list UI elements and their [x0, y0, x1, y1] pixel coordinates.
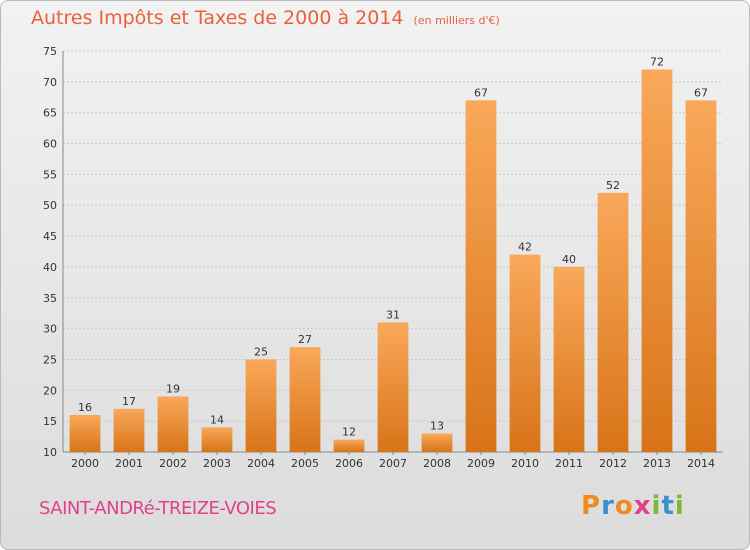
bar	[377, 322, 409, 452]
data-label: 13	[430, 419, 444, 432]
y-tick-label: 60	[43, 138, 57, 151]
chart-subtitle: (en milliers d'€)	[413, 14, 500, 27]
data-label: 42	[518, 241, 532, 254]
y-tick-label: 45	[43, 230, 57, 243]
data-label: 40	[562, 253, 576, 266]
logo-letter: r	[601, 491, 615, 521]
y-tick-label: 35	[43, 292, 57, 305]
data-label: 12	[342, 426, 356, 439]
data-label: 17	[122, 395, 136, 408]
bar	[597, 192, 629, 452]
y-tick-label: 65	[43, 107, 57, 120]
x-tick-label: 2006	[335, 457, 363, 470]
bar	[465, 100, 497, 452]
commune-name: SAINT-ANDRé-TREIZE-VOIES	[39, 498, 277, 519]
data-label: 52	[606, 179, 620, 192]
axes: 10 15 20 25 30 35 40 45 50 55 60 65 70 75 2000 2001 2002…	[43, 45, 723, 470]
data-label: 67	[694, 86, 708, 99]
bars	[69, 69, 717, 452]
y-tick-label: 70	[43, 76, 57, 89]
logo-letter: i	[674, 491, 685, 521]
logo-letter: o	[614, 491, 634, 521]
proxiti-logo: Proxiti	[581, 491, 685, 521]
chart-title: Autres Impôts et Taxes de 2000 à 2014 (e…	[31, 7, 500, 29]
y-tick-label: 50	[43, 199, 57, 212]
logo-letter: t	[661, 491, 675, 521]
x-tick-label: 2010	[511, 457, 539, 470]
y-tick-label: 25	[43, 353, 57, 366]
y-tick-label: 10	[43, 446, 57, 459]
logo-letter: x	[633, 491, 652, 521]
bar	[333, 439, 365, 452]
data-label: 31	[386, 308, 400, 321]
bar	[509, 254, 541, 452]
x-tick-label: 2013	[643, 457, 671, 470]
bar	[157, 396, 189, 452]
x-tick-label: 2014	[687, 457, 715, 470]
data-label: 19	[166, 382, 180, 395]
x-tick-label: 2003	[203, 457, 231, 470]
x-tick-label: 2008	[423, 457, 451, 470]
y-tick-label: 55	[43, 168, 57, 181]
logo-letter: P	[581, 491, 602, 521]
y-tick-label: 75	[43, 45, 57, 58]
y-tick-label: 15	[43, 415, 57, 428]
data-label: 14	[210, 413, 224, 426]
data-labels: 16 17 19 14 25 27 12 31 13 67 42 40 52 72 67	[78, 56, 708, 439]
x-tick-label: 2004	[247, 457, 275, 470]
chart-title-text: Autres Impôts et Taxes de 2000 à 2014	[31, 7, 404, 29]
bar	[289, 347, 321, 452]
x-tick-label: 2007	[379, 457, 407, 470]
x-tick-label: 2002	[159, 457, 187, 470]
x-tick-label: 2011	[555, 457, 583, 470]
bar	[421, 433, 453, 452]
logo-letter: i	[651, 491, 662, 521]
data-label: 16	[78, 401, 92, 414]
x-tick-label: 2001	[115, 457, 143, 470]
y-tick-label: 30	[43, 323, 57, 336]
data-label: 25	[254, 345, 268, 358]
data-label: 72	[650, 56, 664, 69]
x-tick-label: 2009	[467, 457, 495, 470]
y-tick-label: 20	[43, 384, 57, 397]
x-tick-label: 2005	[291, 457, 319, 470]
bar	[201, 427, 233, 452]
y-tick-label: 40	[43, 261, 57, 274]
x-tick-label: 2012	[599, 457, 627, 470]
bar	[69, 414, 101, 452]
bar	[553, 266, 585, 452]
bar	[641, 69, 673, 452]
data-label: 27	[298, 333, 312, 346]
data-label: 67	[474, 86, 488, 99]
x-tick-label: 2000	[71, 457, 99, 470]
bar	[245, 359, 277, 452]
bar	[113, 408, 145, 452]
bar	[685, 100, 717, 452]
